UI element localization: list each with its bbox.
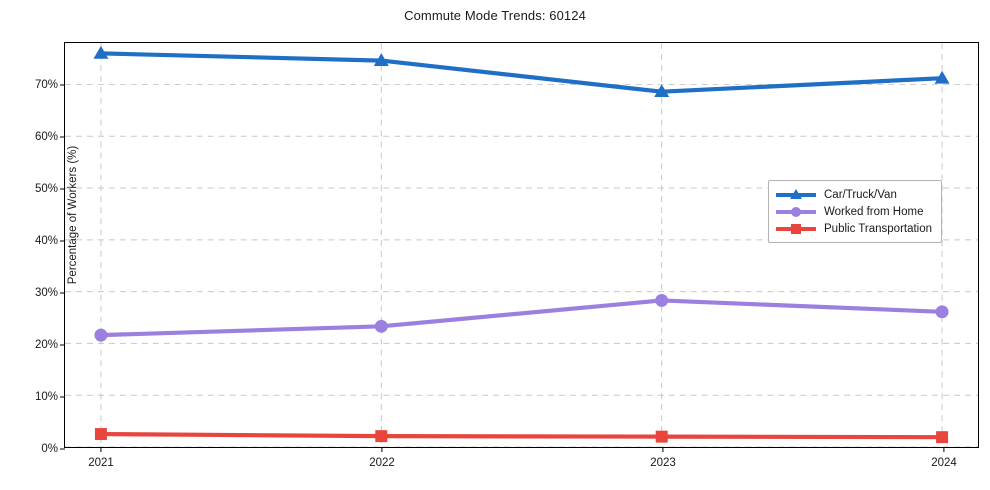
legend-item[interactable]: Car/Truck/Van (775, 186, 932, 203)
data-point-marker (936, 431, 949, 444)
y-tick-label: 50% (34, 182, 58, 195)
series-public-transportation (94, 428, 949, 444)
legend-item[interactable]: Public Transportation (775, 220, 933, 237)
x-tick-label: 2023 (650, 457, 676, 469)
legend-marker-circle-icon (775, 205, 817, 219)
y-tick-mark (60, 84, 65, 86)
x-tick-mark (381, 447, 383, 452)
y-tick-mark (60, 292, 65, 294)
y-tick-label: 70% (34, 78, 58, 91)
chart-legend[interactable]: Car/Truck/Van Worked from Home Public Tran… (768, 180, 943, 243)
legend-label: Worked from Home (824, 205, 924, 218)
data-point-marker (654, 84, 670, 98)
data-point-marker (373, 53, 389, 66)
data-point-marker (934, 70, 950, 84)
legend-marker-triangle-icon (775, 188, 817, 202)
legend-label: Public Transportation (824, 222, 933, 235)
y-tick-label: 0% (41, 443, 58, 455)
data-point-marker (93, 45, 109, 59)
series-line (98, 431, 945, 440)
x-tick-label: 2024 (931, 457, 957, 469)
data-point-marker (94, 428, 107, 441)
series-line (98, 51, 945, 94)
data-point-marker (655, 430, 668, 443)
x-tick-mark (662, 447, 664, 452)
x-tick-label: 2021 (88, 457, 114, 469)
data-point-marker (94, 328, 108, 342)
y-tick-label: 30% (34, 286, 58, 299)
x-tick-mark (943, 447, 945, 452)
data-point-marker (374, 319, 388, 333)
y-tick-label: 40% (34, 234, 58, 247)
y-tick-label: 20% (34, 338, 58, 351)
data-point-marker (935, 305, 949, 319)
legend-label: Car/Truck/Van (824, 188, 897, 201)
plot-area: Percentage of Workers (%) 0% 10% 20% 30% 40%… (35, 42, 979, 469)
y-tick-mark (60, 344, 65, 346)
y-tick-mark (60, 240, 65, 242)
x-tick-mark (100, 447, 102, 452)
x-tick-label: 2022 (369, 457, 395, 469)
series-line (98, 298, 945, 338)
data-point-marker (655, 293, 669, 307)
y-tick-label: 10% (34, 390, 58, 403)
y-tick-label: 60% (34, 130, 58, 143)
series-worked-from-home (94, 293, 949, 342)
legend-item[interactable]: Worked from Home (775, 203, 932, 220)
y-tick-mark (60, 396, 65, 398)
series-car-truck-van (93, 45, 950, 98)
chart-title: Commute Mode Trends: 60124 (404, 8, 586, 23)
data-point-marker (375, 430, 388, 443)
y-tick-mark (60, 188, 65, 190)
legend-marker-square-icon (775, 222, 817, 236)
y-tick-mark (60, 136, 65, 138)
data-series-layer (93, 45, 950, 444)
y-tick-mark (60, 448, 65, 450)
